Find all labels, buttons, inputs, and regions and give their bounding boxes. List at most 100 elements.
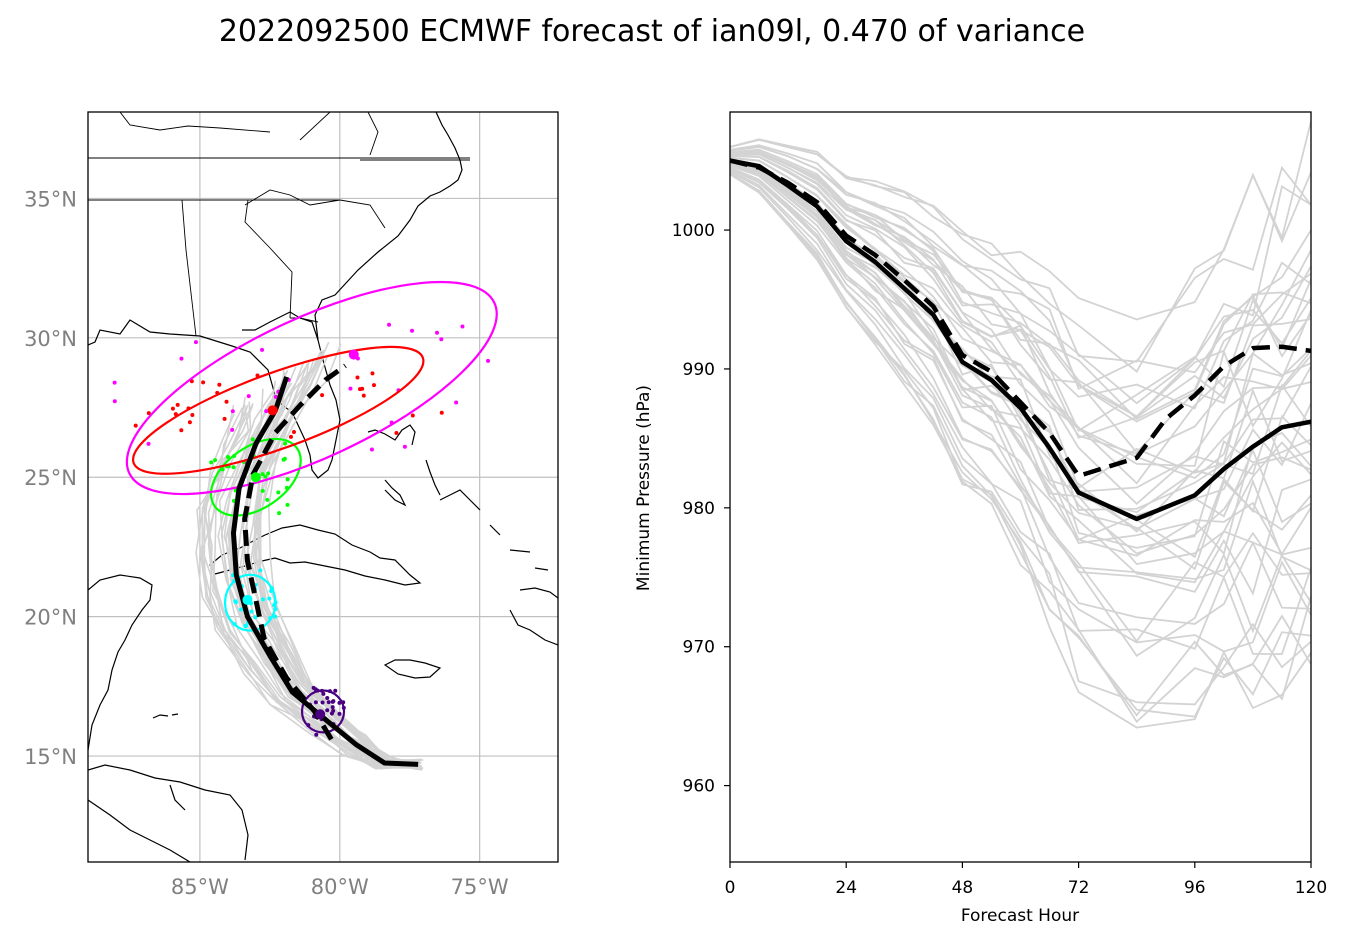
map-ensemble-position [230, 427, 235, 432]
map-mean-tracks [230, 349, 419, 767]
pressure-y-tick-label: 1000 [672, 221, 715, 241]
map-lon-tick-label: 75°W [451, 875, 509, 899]
pressure-ensemble-line [730, 163, 1311, 557]
map-gridlines [88, 112, 558, 862]
pressure-x-ticks: 0 24 48 72 96 120 [725, 862, 1327, 898]
map-ensemble-position [230, 409, 235, 414]
pressure-y-tick-label: 990 [683, 360, 715, 380]
map-ensemble-position [331, 699, 336, 704]
pressure-ensemble-line [730, 151, 1311, 418]
map-ensemble-position [224, 399, 229, 404]
pressure-x-tick-label: 120 [1295, 878, 1327, 898]
map-ensemble-position [190, 412, 195, 417]
map-ensemble-position [112, 399, 117, 404]
map-ensemble-position [222, 416, 227, 421]
map-ensemble-position [266, 471, 271, 476]
coastline-cuba [209, 524, 422, 586]
map-ensemble-position [282, 456, 287, 461]
map-ensemble-position [238, 607, 243, 612]
pressure-ensemble-line [730, 145, 1311, 391]
pressure-ensemble-line [730, 138, 1311, 373]
map-ensemble-position [213, 458, 218, 463]
map-ensemble-position [260, 472, 265, 477]
pressure-ensemble-line [730, 167, 1311, 625]
map-ensemble-position [261, 597, 266, 602]
map-ensemble-position [371, 383, 376, 388]
map-lat-tick-label: 35°N [24, 187, 77, 211]
pressure-ensemble-line [730, 148, 1311, 421]
map-mean-position [267, 405, 278, 416]
map-ensemble-position [179, 356, 184, 361]
map-ensemble-position [439, 337, 444, 342]
map-lat-tick-label: 30°N [24, 327, 77, 351]
track-map-panel: 35°N 30°N 25°N 20°N 15°N 85°W 80°W 75°W [24, 111, 559, 899]
map-lon-tick-label: 85°W [171, 875, 229, 899]
island-cozumel [152, 713, 179, 719]
map-lat-tick-label: 20°N [24, 606, 77, 630]
map-ensemble-position [265, 497, 270, 502]
map-lat-tick-label: 15°N [24, 745, 77, 769]
figure-title: 2022092500 ECMWF forecast of ian09l, 0.4… [219, 14, 1085, 49]
map-uncertainty-ellipse [125, 280, 498, 496]
map-ensemble-position [285, 502, 290, 507]
pressure-y-tick-label: 960 [683, 777, 715, 797]
coastline-hispaniola [509, 587, 558, 646]
map-mean-position [315, 709, 326, 720]
coastline-us-gulf [88, 311, 341, 479]
pressure-ensemble-line [730, 150, 1311, 410]
map-ensemble-position [321, 691, 326, 696]
map-ensemble-position [209, 460, 214, 465]
map-ensemble-position [325, 695, 330, 700]
map-ensemble-position [288, 434, 293, 439]
pressure-x-tick-label: 72 [1068, 878, 1090, 898]
map-ensemble-position [146, 411, 151, 416]
map-ensemble-position [460, 324, 465, 329]
pressure-mean-line [730, 158, 1311, 522]
map-ensemble-position [273, 394, 278, 399]
map-ensemble-position [454, 400, 459, 405]
map-ensemble-position [260, 347, 265, 352]
map-lat-tick-label: 25°N [24, 466, 77, 490]
map-ensemble-position [313, 700, 318, 705]
map-mean-track [242, 363, 347, 741]
map-ensemble-position [189, 379, 194, 384]
map-mean-position [250, 472, 261, 483]
map-ensemble-position [402, 444, 407, 449]
map-ensemble-position [193, 340, 198, 345]
pressure-x-tick-label: 48 [952, 878, 974, 898]
map-ensemble-position [326, 700, 331, 705]
map-ensemble-position [337, 711, 342, 716]
map-ensemble-position [330, 705, 335, 710]
map-ensemble-position [320, 700, 325, 705]
map-ensemble-position [187, 420, 192, 425]
pressure-mean-lines [730, 158, 1311, 522]
map-mean-track [230, 376, 419, 767]
pressure-ensemble-line [730, 151, 1311, 432]
map-ensemble-position [291, 429, 296, 434]
map-ensemble-position [146, 441, 151, 446]
pressure-ensemble-line [730, 170, 1311, 653]
state-borders [88, 112, 470, 337]
map-lon-tick-label: 80°W [311, 875, 369, 899]
pressure-mean-line [730, 158, 1311, 479]
pressure-x-tick-label: 24 [835, 878, 857, 898]
pressure-y-tick-label: 970 [683, 638, 715, 658]
map-ensemble-positions [112, 322, 491, 737]
map-uncertainty-ellipse [131, 345, 425, 475]
map-uncertainty-ellipse [223, 573, 277, 632]
map-ensemble-position [226, 454, 231, 459]
pressure-y-ticks: 960 970 980 990 1000 [672, 221, 730, 797]
map-ensemble-position [439, 410, 444, 415]
map-ensemble-position [244, 624, 249, 629]
map-ensemble-position [112, 380, 117, 385]
map-ensemble-position [410, 328, 415, 333]
map-ensemble-position [355, 375, 360, 380]
map-frame [87, 111, 559, 863]
pressure-ensemble-line [730, 160, 1311, 549]
map-ensemble-position [329, 711, 334, 716]
map-ensemble-position [311, 685, 316, 690]
map-ensemble-position [361, 393, 366, 398]
map-ensemble-position [249, 609, 254, 614]
pressure-ensemble-line [730, 173, 1311, 724]
map-mean-position [242, 594, 253, 605]
